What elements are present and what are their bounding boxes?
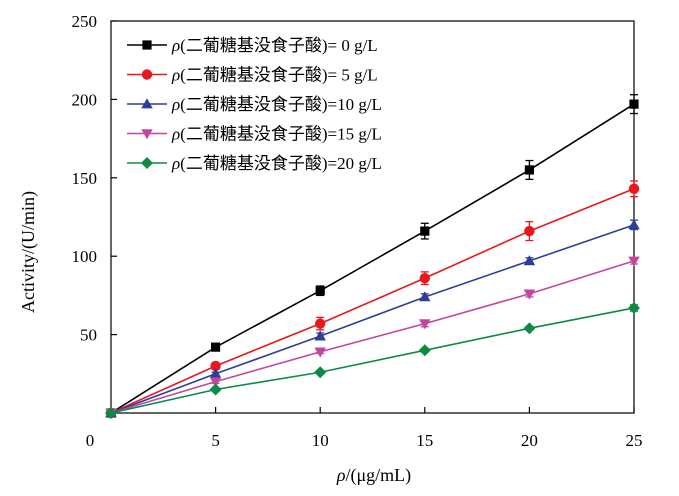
data-point xyxy=(419,319,431,330)
x-axis-label-unit: /(μg/mL) xyxy=(346,465,412,486)
legend-symbol: ρ xyxy=(171,66,180,85)
y-axis-label: Activity/(U/min) xyxy=(18,191,39,313)
data-point xyxy=(524,225,535,237)
legend-item: ρ(二葡糖基没食子酸)= 0 g/L xyxy=(127,36,378,55)
series-4 xyxy=(105,301,640,419)
data-point xyxy=(523,255,536,266)
series-line xyxy=(110,307,635,414)
legend-text: (二葡糖基没食子酸)=10 g/L xyxy=(180,95,382,114)
y-axis-ticks: 50 100 150 200 250 xyxy=(72,12,117,345)
data-point xyxy=(314,330,326,341)
data-point xyxy=(105,407,117,419)
legend-item: ρ(二葡糖基没食子酸)=20 g/L xyxy=(127,154,382,173)
legend-marker xyxy=(141,98,153,109)
x-tick-label: 25 xyxy=(626,431,643,450)
data-point xyxy=(209,377,222,388)
legend-label: ρ(二葡糖基没食子酸)=15 g/L xyxy=(171,125,382,144)
y-tick-label: 250 xyxy=(72,12,98,31)
series-line xyxy=(110,260,635,414)
legend-marker xyxy=(141,157,153,169)
x-tick-label: 20 xyxy=(521,431,538,450)
data-point xyxy=(209,368,222,379)
legend-label: ρ(二葡糖基没食子酸)= 0 g/L xyxy=(171,36,378,55)
data-point xyxy=(314,366,327,379)
series-1 xyxy=(105,180,640,419)
x-axis-label-symbol: ρ xyxy=(336,465,346,485)
x-tick-label: 10 xyxy=(312,431,329,450)
legend-text: (二葡糖基没食子酸)= 0 g/L xyxy=(180,36,378,55)
legend-label: ρ(二葡糖基没食子酸)=20 g/L xyxy=(171,154,382,173)
data-point xyxy=(628,183,640,194)
data-point xyxy=(315,286,325,296)
series-line xyxy=(110,188,635,414)
data-point xyxy=(420,226,430,236)
y-tick-label: 100 xyxy=(72,247,98,266)
series-line xyxy=(110,103,635,414)
series-line xyxy=(110,224,635,414)
data-point xyxy=(209,383,222,396)
data-point xyxy=(211,342,221,352)
data-point xyxy=(419,272,430,284)
series-layer xyxy=(105,94,640,419)
legend-marker xyxy=(142,40,152,50)
data-point xyxy=(210,360,221,372)
legend-symbol: ρ xyxy=(171,95,180,114)
legend-label: ρ(二葡糖基没食子酸)= 5 g/L xyxy=(171,66,378,85)
legend-marker xyxy=(141,69,153,80)
legend-item: ρ(二葡糖基没食子酸)= 5 g/L xyxy=(127,66,378,85)
data-point xyxy=(419,291,431,302)
legend-symbol: ρ xyxy=(171,36,180,55)
y-tick-label: 200 xyxy=(72,90,98,109)
series-2 xyxy=(105,219,640,418)
data-point xyxy=(524,165,534,175)
x-axis-ticks: 5 10 15 20 25 xyxy=(110,407,643,450)
legend: ρ(二葡糖基没食子酸)= 0 g/Lρ(二葡糖基没食子酸)= 5 g/Lρ(二葡… xyxy=(127,36,382,173)
legend-text: (二葡糖基没食子酸)=15 g/L xyxy=(180,125,382,144)
legend-text: (二葡糖基没食子酸)=20 g/L xyxy=(180,154,382,173)
series-3 xyxy=(105,256,640,419)
data-point xyxy=(523,289,536,300)
x-tick-label: 15 xyxy=(416,431,433,450)
data-point xyxy=(315,318,326,329)
legend-item: ρ(二葡糖基没食子酸)=15 g/L xyxy=(127,125,382,144)
data-point xyxy=(523,322,536,335)
legend-symbol: ρ xyxy=(171,125,180,144)
data-point xyxy=(628,219,640,230)
legend-marker xyxy=(141,129,153,140)
data-point xyxy=(418,344,431,357)
plot-frame xyxy=(110,20,635,414)
legend-text: (二葡糖基没食子酸)= 5 g/L xyxy=(180,66,378,85)
legend-symbol: ρ xyxy=(171,154,180,173)
legend-item: ρ(二葡糖基没食子酸)=10 g/L xyxy=(127,95,382,114)
data-point xyxy=(314,347,326,358)
y-tick-label: 150 xyxy=(72,169,98,188)
plot-area-border xyxy=(110,20,635,414)
data-point xyxy=(629,99,639,109)
x-axis-label: ρ/(μg/mL) xyxy=(336,465,411,486)
legend-label: ρ(二葡糖基没食子酸)=10 g/L xyxy=(171,95,382,114)
origin-label: 0 xyxy=(86,431,95,450)
data-point xyxy=(628,256,640,267)
data-point xyxy=(628,301,640,314)
x-tick-label: 5 xyxy=(211,431,220,450)
y-tick-label: 50 xyxy=(80,326,97,345)
